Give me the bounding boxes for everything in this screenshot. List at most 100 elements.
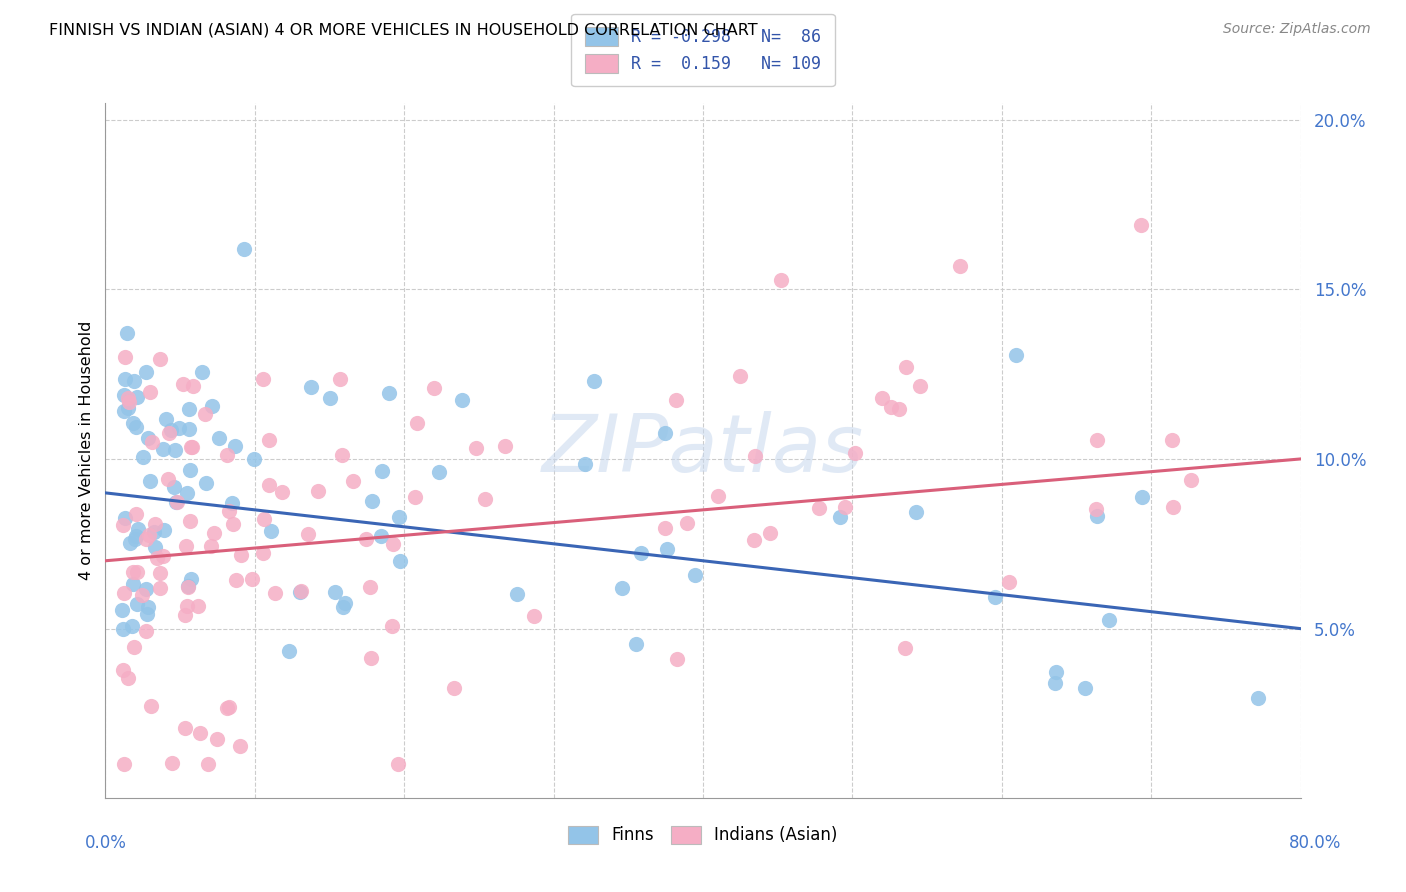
Point [654, 521, 676, 535]
Point [112, 388, 135, 402]
Point [200, 539, 222, 553]
Point [176, 599, 198, 613]
Point [655, 542, 678, 557]
Point [225, 574, 247, 588]
Point [464, 441, 486, 455]
Text: Source: ZipAtlas.com: Source: ZipAtlas.com [1223, 22, 1371, 37]
Point [1085, 434, 1108, 448]
Point [152, 549, 174, 564]
Point [135, 532, 157, 546]
Point [132, 450, 155, 464]
Point [173, 721, 195, 735]
Point [387, 757, 409, 772]
Point [179, 463, 201, 477]
Point [1045, 665, 1067, 680]
Point [1163, 500, 1185, 514]
Point [830, 510, 852, 524]
Point [149, 581, 172, 595]
Point [887, 402, 910, 417]
Point [152, 442, 174, 457]
Point [174, 539, 197, 553]
Point [160, 423, 183, 437]
Point [807, 501, 830, 516]
Point [253, 512, 276, 526]
Point [180, 441, 202, 455]
Point [271, 485, 294, 500]
Point [141, 434, 163, 449]
Point [160, 756, 183, 770]
Point [252, 546, 274, 560]
Point [342, 475, 364, 489]
Point [1161, 433, 1184, 447]
Point [112, 586, 135, 600]
Point [179, 440, 201, 454]
Point [222, 516, 245, 531]
Point [124, 529, 146, 543]
Point [179, 515, 201, 529]
Point [111, 603, 134, 617]
Point [288, 584, 311, 599]
Point [1004, 348, 1026, 362]
Point [177, 580, 200, 594]
Point [149, 566, 172, 581]
Point [117, 671, 139, 685]
Point [187, 599, 209, 613]
Point [240, 572, 263, 586]
Point [259, 524, 281, 539]
Point [844, 446, 866, 460]
Point [654, 425, 676, 440]
Point [166, 494, 188, 508]
Point [675, 516, 697, 531]
Point [870, 392, 893, 406]
Point [218, 504, 240, 518]
Point [335, 596, 357, 610]
Text: 80.0%: 80.0% [1288, 834, 1341, 852]
Point [252, 372, 274, 386]
Point [111, 622, 134, 636]
Point [630, 546, 652, 560]
Point [332, 599, 354, 614]
Point [139, 475, 162, 489]
Point [1098, 613, 1121, 627]
Point [121, 619, 143, 633]
Point [451, 392, 474, 407]
Point [135, 624, 157, 639]
Point [381, 619, 404, 633]
Point [121, 565, 143, 579]
Point [177, 402, 200, 417]
Point [769, 273, 792, 287]
Point [685, 568, 707, 582]
Text: 0.0%: 0.0% [84, 834, 127, 852]
Point [177, 579, 200, 593]
Point [201, 399, 224, 413]
Point [117, 392, 139, 406]
Point [111, 518, 134, 533]
Point [908, 379, 931, 393]
Point [879, 401, 901, 415]
Point [114, 372, 136, 386]
Point [422, 381, 444, 395]
Point [523, 609, 546, 624]
Text: FINNISH VS INDIAN (ASIAN) 4 OR MORE VEHICLES IN HOUSEHOLD CORRELATION CHART: FINNISH VS INDIAN (ASIAN) 4 OR MORE VEHI… [49, 22, 758, 37]
Point [112, 757, 135, 772]
Point [139, 385, 162, 400]
Text: ZIPatlas: ZIPatlas [541, 411, 865, 490]
Point [905, 505, 928, 519]
Point [136, 599, 159, 614]
Point [143, 516, 166, 531]
Point [125, 597, 148, 611]
Point [894, 641, 917, 656]
Point [155, 412, 177, 426]
Point [427, 465, 450, 479]
Point [370, 529, 392, 543]
Point [217, 448, 239, 462]
Point [124, 374, 146, 388]
Y-axis label: 4 or more Vehicles in Household: 4 or more Vehicles in Household [79, 321, 94, 580]
Point [195, 475, 218, 490]
Point [135, 365, 157, 379]
Point [177, 421, 200, 435]
Point [146, 550, 169, 565]
Point [190, 726, 212, 740]
Point [224, 439, 246, 453]
Point [135, 582, 157, 596]
